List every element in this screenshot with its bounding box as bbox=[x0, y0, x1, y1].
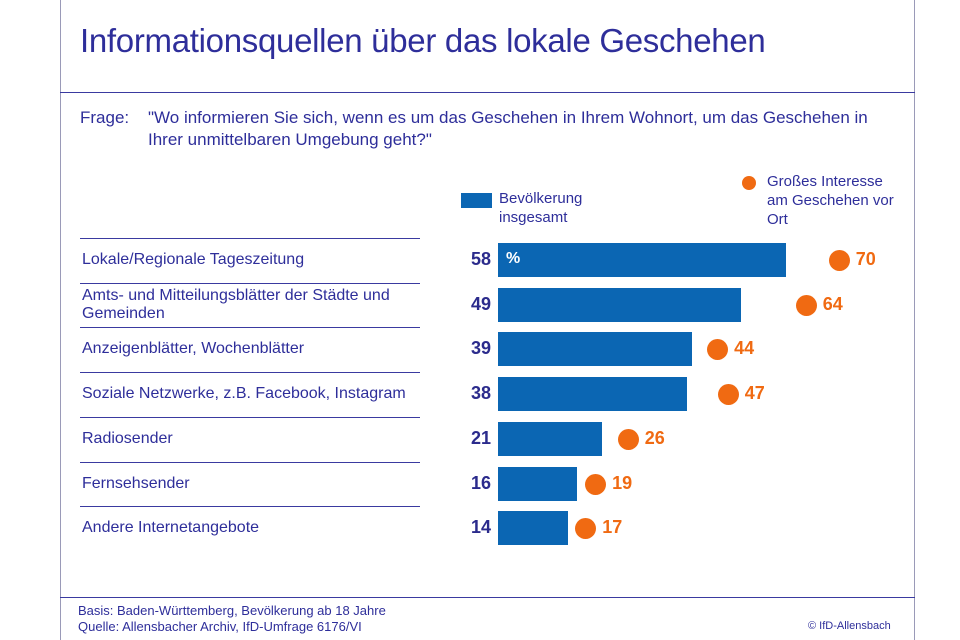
interest-dot bbox=[575, 518, 597, 540]
category-label: Anzeigenblätter, Wochenblätter bbox=[82, 340, 305, 358]
category-label: Amts- und Mitteilungsblätter der Städte … bbox=[82, 286, 390, 322]
row-divider bbox=[80, 282, 420, 284]
legend-series-a-label: Bevölkerung insgesamt bbox=[499, 190, 583, 226]
bar bbox=[498, 243, 786, 277]
row-divider bbox=[80, 327, 420, 329]
bar bbox=[498, 421, 603, 456]
footer-source: Quelle: Allensbacher Archiv, IfD-Umfrage… bbox=[78, 619, 362, 634]
copyright-credit: © IfD-Allensbach bbox=[808, 620, 891, 632]
legend-dot-swatch bbox=[742, 176, 756, 190]
row-divider bbox=[80, 461, 420, 463]
category-label: Lokale/Regionale Tageszeitung bbox=[82, 251, 305, 268]
chart-frame bbox=[60, 0, 915, 640]
category-label: Radiosender bbox=[82, 429, 173, 447]
bar bbox=[498, 332, 692, 367]
interest-dot bbox=[828, 250, 850, 271]
row-divider bbox=[80, 506, 420, 508]
interest-dot bbox=[717, 384, 739, 406]
interest-value-label: 47 bbox=[744, 383, 765, 404]
interest-dot bbox=[585, 473, 607, 495]
chart-title: Informationsquellen über das lokale Gesc… bbox=[80, 22, 766, 59]
bar-value-label: 14 bbox=[470, 517, 491, 538]
interest-value-label: 19 bbox=[612, 472, 633, 493]
bar bbox=[498, 287, 742, 322]
bar-value-label: 16 bbox=[470, 472, 491, 493]
category-label: Soziale Netzwerke, z.B. Facebook, Instag… bbox=[82, 385, 406, 403]
interest-value-label: 70 bbox=[855, 249, 876, 269]
legend-bar-swatch bbox=[461, 193, 492, 208]
interest-value-label: 44 bbox=[734, 338, 755, 359]
bottom-rule bbox=[60, 597, 915, 598]
top-rule bbox=[60, 92, 915, 93]
question-text: "Wo informieren Sie sich, wenn es um das… bbox=[148, 108, 868, 149]
interest-dot bbox=[795, 294, 817, 316]
row-divider bbox=[80, 416, 420, 418]
bar bbox=[498, 511, 568, 546]
bar-value-label: 21 bbox=[470, 427, 491, 448]
bar-value-label: 49 bbox=[470, 293, 491, 314]
interest-dot bbox=[617, 428, 639, 450]
category-label: Fernsehsender bbox=[82, 474, 190, 492]
bar-value-label: 38 bbox=[470, 383, 491, 404]
bar bbox=[498, 377, 687, 412]
legend-series-b-label: Großes Interesse am Geschehen vor Ort bbox=[767, 173, 894, 228]
footer-basis: Basis: Baden-Württemberg, Bevölkerung ab… bbox=[78, 603, 386, 618]
row-divider bbox=[80, 372, 420, 374]
interest-value-label: 17 bbox=[602, 517, 623, 538]
bar-value-label: 39 bbox=[470, 338, 491, 359]
interest-value-label: 26 bbox=[644, 427, 665, 448]
category-label: Andere Internetangebote bbox=[82, 519, 260, 537]
row-divider bbox=[80, 238, 420, 239]
percent-marker: % bbox=[506, 250, 521, 267]
footer: Basis: Baden-Württemberg, Bevölkerung ab… bbox=[78, 603, 386, 635]
question-label: Frage: bbox=[80, 108, 130, 127]
bar-value-label: 58 bbox=[470, 249, 491, 269]
interest-value-label: 64 bbox=[822, 293, 843, 314]
bar bbox=[498, 466, 578, 501]
interest-dot bbox=[707, 339, 729, 361]
